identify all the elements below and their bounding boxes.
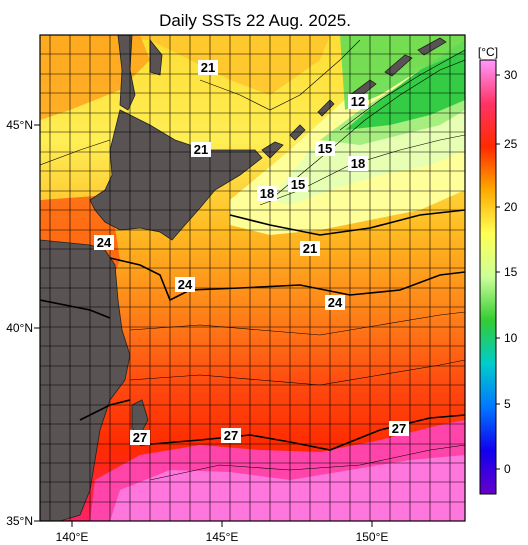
kuril-6	[417, 37, 447, 56]
contour-label: 21	[201, 60, 215, 75]
kuroshio-hot-zone	[110, 455, 465, 521]
colorbar-tick: 30	[504, 68, 518, 82]
contour-label: 24	[328, 295, 343, 310]
contour-label: 24	[178, 277, 193, 292]
colorbar-tick: 10	[504, 331, 518, 345]
kuril-5	[384, 54, 413, 77]
contour-label: 24	[97, 235, 112, 250]
contour-labels: 21 12 21 15 18 15 18 24 21 24 24 27 27 2…	[94, 60, 409, 445]
okhotsk-warm-zone	[40, 35, 330, 95]
kuril-2	[289, 124, 306, 141]
contour-label: 21	[194, 142, 208, 157]
contour-label: 27	[133, 430, 147, 445]
contour-label: 18	[351, 156, 365, 171]
latitude-labels: 45°N 40°N 35°N	[6, 118, 40, 528]
isotherm-thin	[149, 444, 465, 481]
colorbar-scale	[479, 59, 497, 495]
colorbar-tick: 20	[504, 200, 518, 214]
colorbar-tick: 0	[504, 462, 511, 476]
contour-label: 15	[318, 141, 332, 156]
isotherm-thin	[40, 139, 111, 166]
longitude-labels: 140°E 145°E 150°E	[56, 521, 389, 544]
lat-label: 45°N	[6, 118, 33, 132]
lon-label: 140°E	[56, 530, 89, 544]
lon-label: 145°E	[206, 530, 239, 544]
isotherm-21	[229, 209, 465, 236]
contour-label: 15	[291, 177, 305, 192]
map-plot-area: 21 12 21 15 18 15 18 24 21 24 24 27 27 2…	[40, 35, 465, 521]
contour-label: 27	[224, 428, 238, 443]
map-frame	[39, 34, 466, 522]
contour-label: 12	[351, 94, 365, 109]
kuril-1	[261, 141, 284, 159]
isotherm-15	[269, 59, 465, 201]
colorbar-tick: 5	[504, 397, 511, 411]
colorbar-tick: 25	[504, 137, 518, 151]
lat-label: 40°N	[6, 321, 33, 335]
lon-label: 150°E	[356, 530, 389, 544]
colorbar: [°C] 30 25 20 15 10 5 0	[478, 45, 518, 495]
contour-label: 21	[303, 241, 317, 256]
colorbar-tick: 15	[504, 265, 518, 279]
colorbar-units: [°C]	[478, 45, 498, 59]
isotherm-thin	[129, 311, 465, 336]
hokkaido	[89, 109, 263, 241]
isotherm-thin	[199, 39, 361, 111]
map-title: Daily SSTs 22 Aug. 2025.	[159, 11, 351, 30]
isotherm-12	[339, 49, 465, 131]
contour-label: 18	[260, 186, 274, 201]
contour-label: 27	[392, 421, 406, 436]
lat-label: 35°N	[6, 514, 33, 528]
isotherm-18	[259, 134, 465, 206]
